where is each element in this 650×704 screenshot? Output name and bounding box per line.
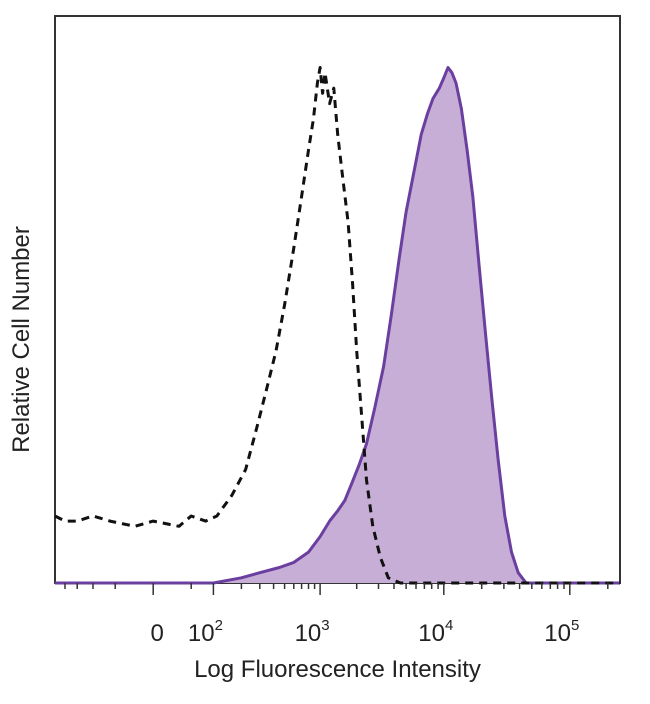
- x-tick-label: 102: [188, 617, 223, 647]
- x-tick-label-base: 10: [418, 620, 445, 647]
- y-axis-title: Relative Cell Number: [8, 226, 35, 453]
- x-tick-label-exponent: 5: [571, 617, 579, 634]
- x-tick-label-exponent: 4: [445, 617, 453, 634]
- x-tick-label-base: 10: [188, 620, 215, 647]
- x-tick-label-base: 0: [151, 620, 164, 647]
- x-ticks: 0 102 103 104 105: [64, 583, 609, 647]
- x-axis-title: Log Fluorescence Intensity: [194, 656, 481, 683]
- x-tick-label: 103: [295, 617, 330, 647]
- stained-histogram-line: [55, 66, 620, 585]
- plot-frame: [54, 15, 621, 584]
- x-tick-label-exponent: 3: [321, 617, 329, 634]
- x-tick-label-base: 10: [295, 620, 322, 647]
- x-tick-label: 105: [544, 617, 579, 647]
- series-layer: [54, 66, 620, 585]
- x-tick-label: 104: [418, 617, 453, 647]
- x-tick-label-exponent: 2: [215, 617, 223, 634]
- control-histogram-line: [54, 66, 620, 585]
- stained-histogram-fill: [55, 67, 620, 583]
- x-tick-label-base: 10: [544, 620, 571, 647]
- x-tick-label: 0: [151, 620, 164, 647]
